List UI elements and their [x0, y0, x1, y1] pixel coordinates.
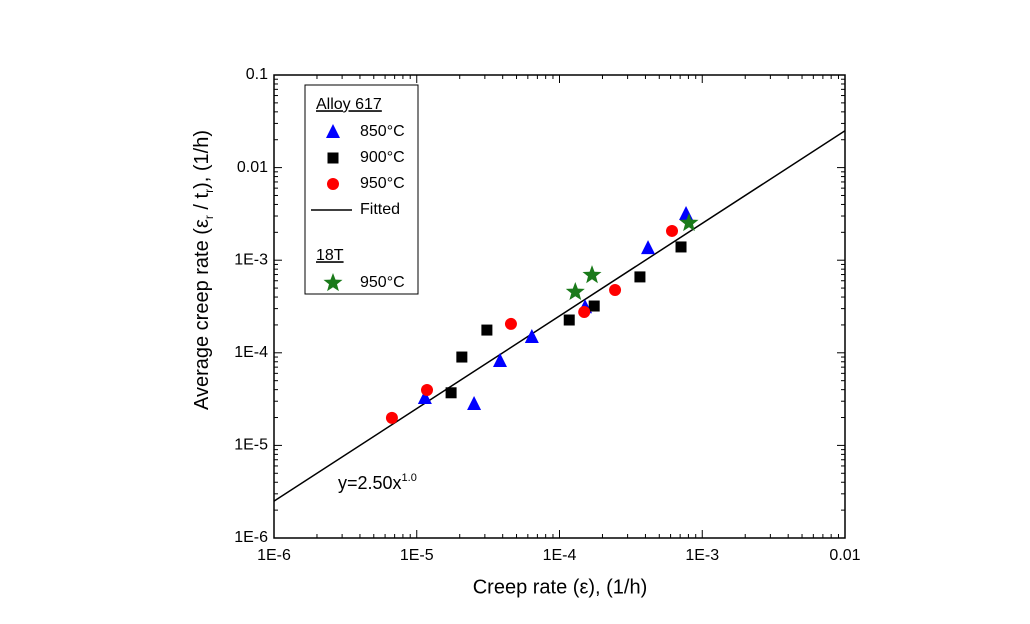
star-marker [323, 273, 343, 292]
circle-marker [666, 224, 679, 237]
circle-marker [421, 384, 434, 397]
circle-marker [327, 178, 339, 190]
triangle-marker [524, 329, 539, 344]
x-tick-label: 1E-5 [400, 547, 434, 564]
x-tick-label: 1E-4 [543, 547, 577, 564]
square-marker [445, 387, 457, 399]
square-marker [563, 314, 575, 326]
triangle-marker [326, 124, 340, 138]
star-marker [565, 282, 585, 300]
square-marker [456, 351, 468, 363]
y-axis-title-part: r [202, 189, 216, 193]
legend-group-title: Alloy 617 [316, 96, 382, 113]
triangle-marker [493, 353, 508, 368]
legend-group-title: 18T [316, 247, 344, 264]
x-tick-label: 1E-3 [685, 547, 719, 564]
y-tick-label: 1E-4 [234, 344, 268, 361]
y-axis-title-part: Average creep rate (ε [191, 219, 213, 410]
triangle-marker [641, 240, 656, 255]
legend-label: 850°C [360, 123, 405, 140]
circle-marker [385, 411, 398, 424]
x-tick-label: 1E-6 [257, 547, 291, 564]
square-marker [675, 241, 687, 253]
y-tick-label: 0.1 [246, 66, 268, 83]
plot-area [274, 130, 845, 502]
y-tick-label: 1E-6 [234, 529, 268, 546]
star-marker [582, 265, 602, 284]
y-axis-title-part: / t [191, 192, 213, 215]
legend-label: 900°C [360, 149, 405, 166]
circle-marker [504, 317, 517, 330]
square-marker [327, 152, 339, 164]
fit-line [274, 130, 845, 502]
square-marker [634, 271, 646, 283]
legend-label: 950°C [360, 175, 405, 192]
annotation-sup: 1.0 [402, 472, 417, 484]
square-marker [588, 300, 600, 312]
y-tick-label: 0.01 [237, 159, 268, 176]
triangle-marker [467, 395, 482, 410]
x-axis-title: Creep rate (ε), (1/h) [473, 576, 648, 598]
y-tick-label: 1E-5 [234, 437, 268, 454]
triangle-marker [679, 206, 694, 221]
legend-label: 950°C [360, 274, 405, 291]
annotation-text: y=2.50x [338, 473, 402, 493]
annotation: y=2.50x1.0 [338, 472, 417, 493]
square-marker [481, 324, 493, 336]
y-tick-label: 1E-3 [234, 251, 268, 268]
y-axis-title: Average creep rate (εr / tr), (1/h) [191, 130, 216, 410]
legend-label: Fitted [360, 201, 400, 218]
triangle-marker [417, 389, 432, 404]
legend-box [304, 84, 419, 295]
circle-marker [609, 283, 622, 296]
x-tick-label: 0.01 [829, 547, 860, 564]
circle-marker [578, 305, 591, 318]
y-axis-title-part: r [202, 215, 216, 219]
star-marker [679, 213, 699, 232]
y-axis-title-part: ), (1/h) [191, 130, 213, 189]
